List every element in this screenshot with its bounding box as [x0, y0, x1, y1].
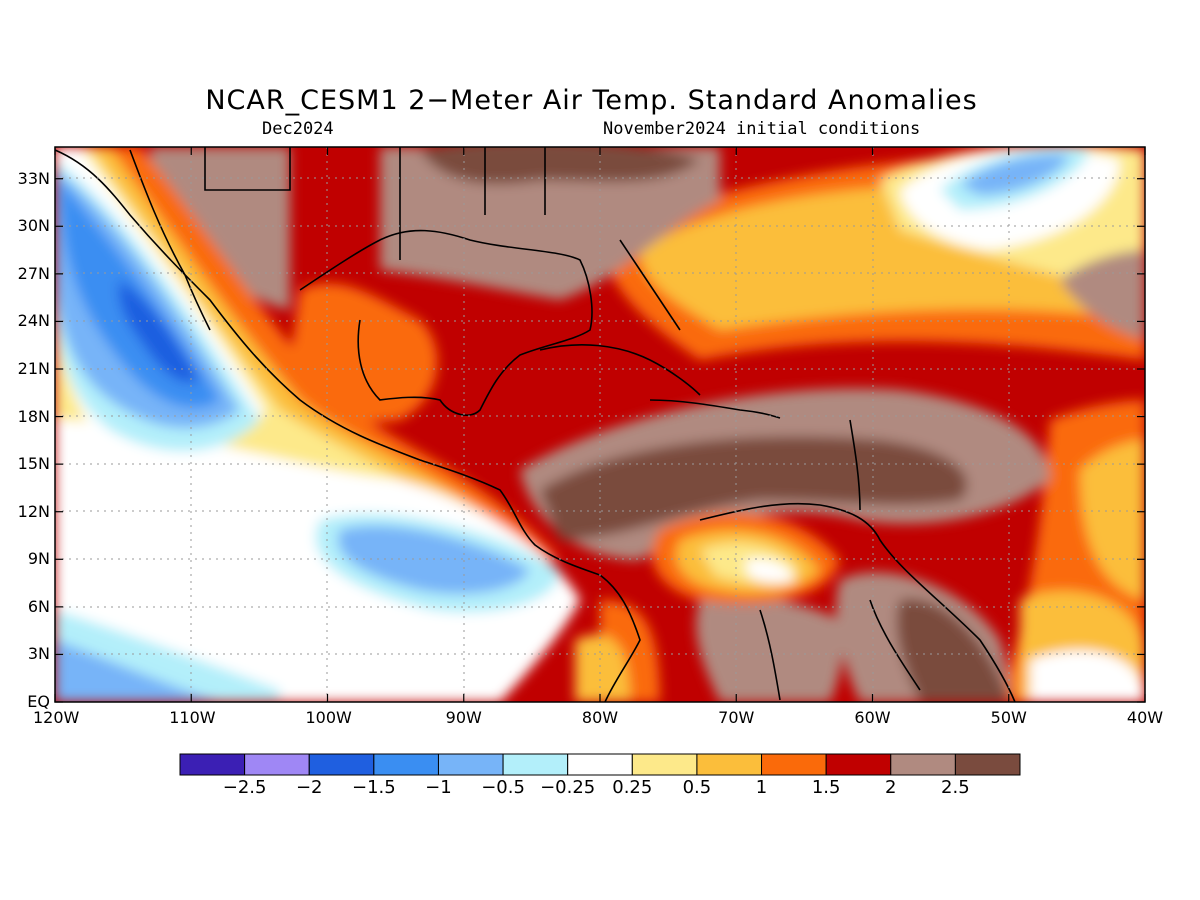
legend-label: −1.5	[351, 777, 396, 798]
lat-label: 18N	[17, 406, 50, 426]
legend-label: −1	[425, 777, 452, 798]
lat-label: 12N	[17, 501, 50, 521]
lat-label: EQ	[27, 692, 50, 711]
legend-swatch	[696, 753, 763, 776]
lat-label: 30N	[17, 216, 50, 236]
lat-label: 24N	[17, 311, 50, 331]
initial-conditions: November2024 initial conditions	[603, 119, 921, 139]
legend-label: 1	[755, 777, 768, 798]
graticule	[55, 147, 1145, 702]
legend-label: −2	[295, 777, 323, 798]
lat-label: 33N	[17, 168, 50, 188]
lon-label: 100W	[305, 708, 352, 727]
legend-swatch	[502, 753, 569, 776]
legend-swatch	[825, 753, 892, 776]
coastlines	[55, 147, 1016, 702]
legend-swatch	[954, 753, 1021, 776]
legend-swatch	[244, 753, 310, 776]
legend-label: 2.5	[941, 777, 970, 798]
legend-label: 0.25	[612, 777, 653, 798]
lon-label: 60W	[854, 708, 891, 727]
anomaly-field	[55, 147, 1145, 702]
legend-label: −2.5	[222, 777, 267, 798]
lon-label: 80W	[581, 708, 619, 727]
color-legend	[179, 753, 1021, 776]
lat-label: 27N	[17, 263, 50, 283]
lat-label: 6N	[27, 596, 50, 616]
legend-swatch	[437, 753, 504, 776]
chart-title: NCAR_CESM1 2−Meter Air Temp. Standard An…	[205, 85, 978, 116]
lon-label: 90W	[445, 708, 482, 727]
lon-label: 120W	[33, 708, 80, 727]
legend-label: 0.5	[682, 777, 712, 798]
lat-label: 3N	[27, 644, 50, 664]
lon-label: 50W	[990, 708, 1027, 727]
legend-label: 2	[885, 777, 897, 798]
legend-swatch	[890, 753, 956, 776]
legend-label: −0.5	[481, 777, 525, 798]
axis-ticks	[54, 147, 1146, 703]
legend-swatch	[179, 753, 246, 776]
lat-label: 21N	[17, 359, 50, 378]
legend-label: 1.5	[811, 777, 841, 798]
lat-label: 15N	[17, 454, 50, 474]
lon-label: 110W	[169, 708, 216, 727]
legend-label: −0.25	[540, 777, 596, 798]
legend-swatch	[761, 753, 827, 776]
lat-label: 9N	[27, 549, 50, 569]
legend-swatch	[567, 753, 633, 776]
lon-label: 40W	[1126, 708, 1164, 727]
lon-label: 70W	[718, 708, 755, 727]
forecast-month: Dec2024	[262, 119, 334, 139]
legend-swatch	[308, 753, 375, 776]
legend-swatch	[373, 753, 439, 776]
legend-swatch	[631, 753, 698, 776]
